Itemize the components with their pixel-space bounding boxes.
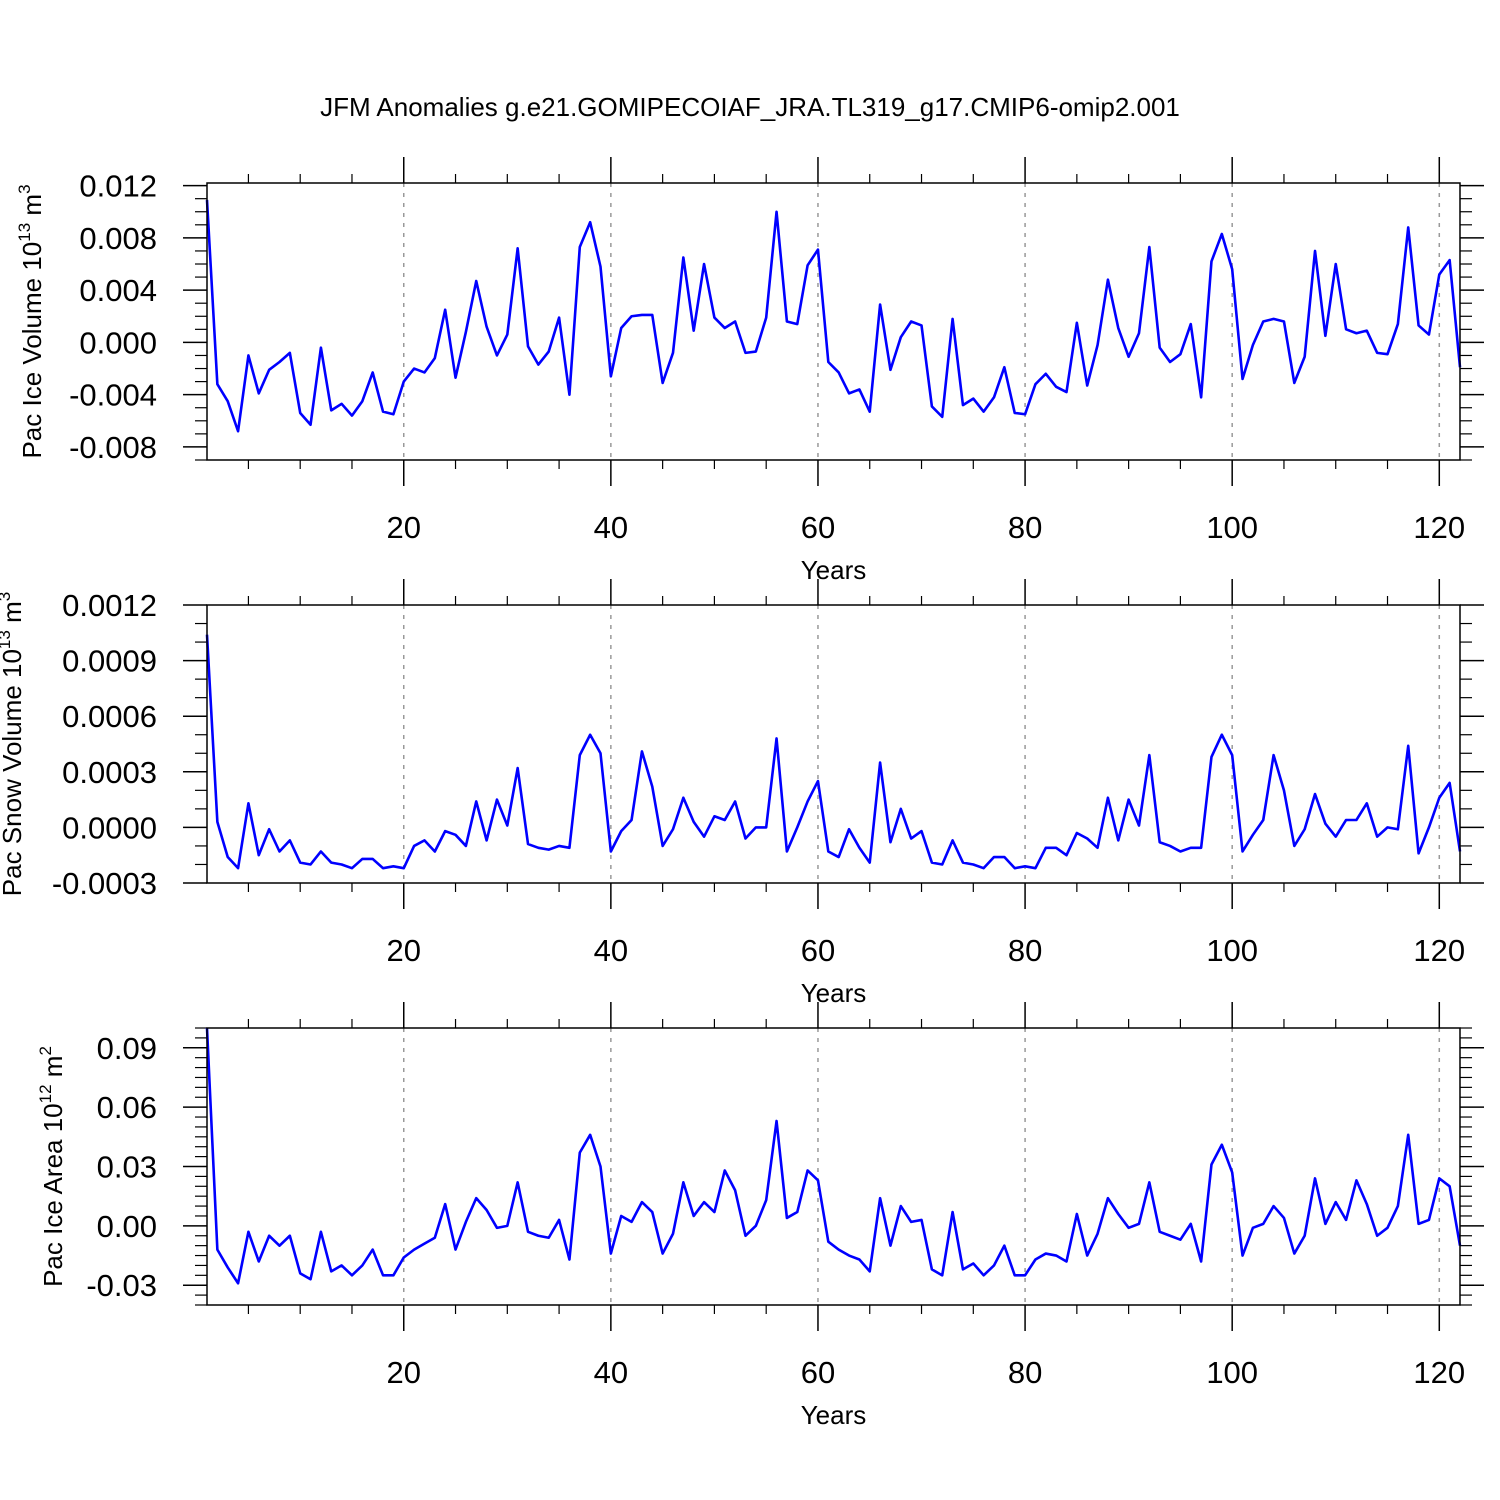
x-tick-label: 40 [594,510,628,545]
y-axis-label: Pac Ice Volume 1013 m3 [15,184,47,458]
y-tick-label: 0.0000 [62,810,157,845]
y-tick-label: -0.0003 [52,866,157,901]
y-tick-label: 0.008 [79,221,157,256]
x-tick-label: 20 [387,1355,421,1390]
x-tick-label: 120 [1413,510,1465,545]
y-axis-label: Pac Snow Volume 1013 m3 [0,592,27,896]
x-tick-label: 40 [594,1355,628,1390]
x-tick-label: 80 [1008,933,1042,968]
plot-frame [206,1027,1461,1306]
x-tick-label: 40 [594,933,628,968]
y-tick-label: 0.03 [97,1150,157,1185]
x-axis-label: Years [801,555,867,585]
pac-ice-area-panel: 20 40 60 80 100 120 -0.03 0.00 0.03 0.06 0.09 Years… [36,1002,1484,1430]
x-tick-label: 120 [1413,933,1465,968]
x-tick-label: 80 [1008,1355,1042,1390]
y-tick-label: -0.03 [86,1268,157,1303]
x-tick-label: 20 [387,510,421,545]
x-tick-label: 20 [387,933,421,968]
x-axis-label: Years [801,1400,867,1430]
y-tick-label: 0.06 [97,1090,157,1125]
plot-frame [206,604,1461,884]
pac-snow-volume-panel: 20 40 60 80 100 120 -0.0003 0.0000 0.0003 0.0006 0… [0,579,1484,1008]
y-tick-label: 0.004 [79,273,157,308]
x-tick-label: 120 [1413,1355,1465,1390]
y-tick-label: 0.0003 [62,755,157,790]
chart-title: JFM Anomalies g.e21.GOMIPECOIAF_JRA.TL31… [320,92,1180,122]
pac-ice-volume-panel: 20 40 60 80 100 120 -0.008 -0.004 0.000 0.004 0.00… [15,157,1484,585]
x-tick-label: 100 [1206,1355,1258,1390]
series-line [205,634,1462,870]
y-tick-label: 0.09 [97,1031,157,1066]
y-tick-label: 0.000 [79,325,157,360]
series-line [205,199,1462,433]
y-tick-label: 0.0006 [62,699,157,734]
x-tick-label: 100 [1206,510,1258,545]
x-tick-label: 60 [801,933,835,968]
y-tick-label: -0.008 [69,430,157,465]
x-tick-label: 60 [801,510,835,545]
y-tick-label: -0.004 [69,378,157,413]
x-tick-label: 80 [1008,510,1042,545]
y-tick-label: 0.0009 [62,644,157,679]
x-tick-label: 100 [1206,933,1258,968]
plot-frame [206,182,1461,461]
x-axis-label: Years [801,978,867,1008]
series-line [205,1027,1462,1285]
y-axis-label: Pac Ice Area 1012 m2 [36,1046,68,1287]
y-tick-label: 0.012 [79,169,157,204]
x-tick-label: 60 [801,1355,835,1390]
y-tick-label: 0.0012 [62,588,157,623]
y-tick-label: 0.00 [97,1209,157,1244]
